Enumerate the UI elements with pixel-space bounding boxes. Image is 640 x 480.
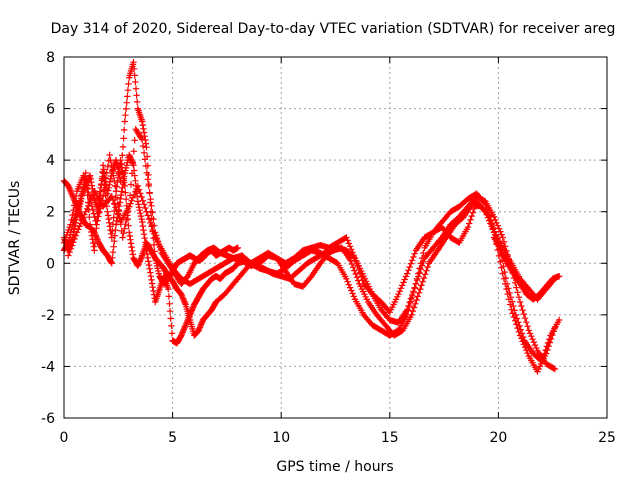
series-trace-f bbox=[490, 234, 563, 303]
y-tick-label: 8 bbox=[46, 50, 55, 66]
x-tick-label: 15 bbox=[381, 430, 399, 446]
x-tick-label: 5 bbox=[168, 430, 177, 446]
y-tick-label: -2 bbox=[41, 308, 55, 324]
x-tick-label: 0 bbox=[60, 430, 69, 446]
y-tick-label: -6 bbox=[41, 411, 55, 427]
y-tick-label: 0 bbox=[46, 256, 55, 272]
y-tick-label: 6 bbox=[46, 102, 55, 118]
y-tick-label: 4 bbox=[46, 153, 55, 169]
y-tick-label: -4 bbox=[41, 359, 55, 375]
plot-frame bbox=[63, 56, 608, 419]
x-axis-label: GPS time / hours bbox=[276, 459, 393, 475]
y-axis-label: SDTVAR / TECUs bbox=[7, 181, 23, 296]
x-axis-tick-labels: 0 5 10 15 20 25 bbox=[60, 430, 616, 446]
y-tick-label: 2 bbox=[46, 205, 55, 221]
x-tick-label: 25 bbox=[598, 430, 616, 446]
series-points-trace-f bbox=[490, 234, 563, 303]
y-axis-tick-labels: -6 -4 -2 0 2 4 6 8 bbox=[41, 50, 55, 427]
chart-title: Day 314 of 2020, Sidereal Day-to-day VTE… bbox=[51, 21, 616, 37]
x-tick-label: 20 bbox=[489, 430, 507, 446]
x-tick-label: 10 bbox=[272, 430, 290, 446]
